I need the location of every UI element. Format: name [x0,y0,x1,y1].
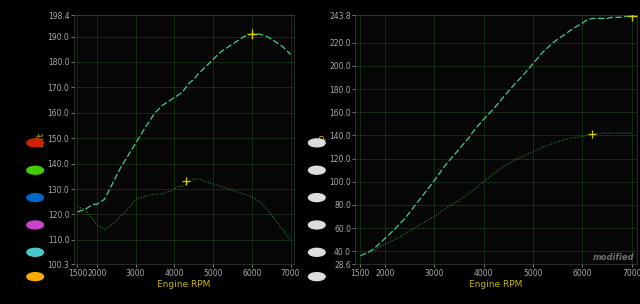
Y-axis label: Hp: Hp [317,133,326,146]
X-axis label: Engine RPM: Engine RPM [157,280,211,289]
X-axis label: Engine RPM: Engine RPM [469,280,523,289]
Y-axis label: lbft: lbft [36,132,45,147]
Text: modified: modified [593,253,634,262]
